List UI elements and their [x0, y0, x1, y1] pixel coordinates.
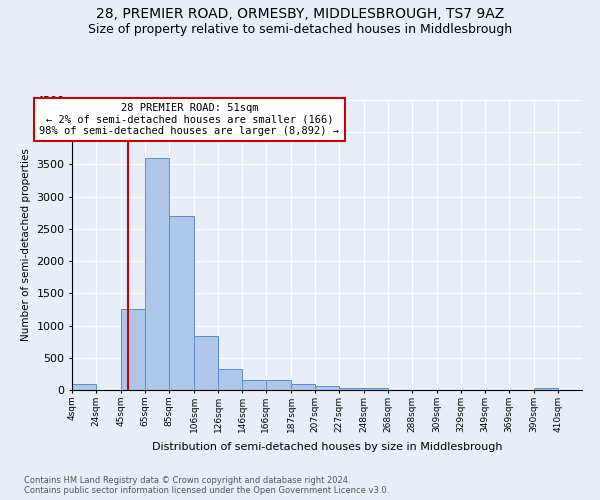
Text: 28 PREMIER ROAD: 51sqm
← 2% of semi-detached houses are smaller (166)
98% of sem: 28 PREMIER ROAD: 51sqm ← 2% of semi-deta…	[40, 103, 340, 136]
Text: 28, PREMIER ROAD, ORMESBY, MIDDLESBROUGH, TS7 9AZ: 28, PREMIER ROAD, ORMESBY, MIDDLESBROUGH…	[96, 8, 504, 22]
Bar	[339, 388, 364, 390]
Bar	[218, 370, 242, 390]
Bar	[315, 386, 339, 390]
Bar	[364, 388, 388, 390]
Bar	[145, 158, 169, 390]
Bar	[169, 216, 194, 390]
Text: Size of property relative to semi-detached houses in Middlesbrough: Size of property relative to semi-detach…	[88, 22, 512, 36]
Bar	[291, 384, 315, 390]
Text: Distribution of semi-detached houses by size in Middlesbrough: Distribution of semi-detached houses by …	[152, 442, 502, 452]
Y-axis label: Number of semi-detached properties: Number of semi-detached properties	[20, 148, 31, 342]
Bar	[242, 380, 266, 390]
Bar	[266, 380, 291, 390]
Bar	[121, 310, 145, 390]
Bar	[534, 388, 558, 390]
Text: Contains HM Land Registry data © Crown copyright and database right 2024.
Contai: Contains HM Land Registry data © Crown c…	[24, 476, 389, 495]
Bar	[72, 384, 96, 390]
Bar	[194, 336, 218, 390]
